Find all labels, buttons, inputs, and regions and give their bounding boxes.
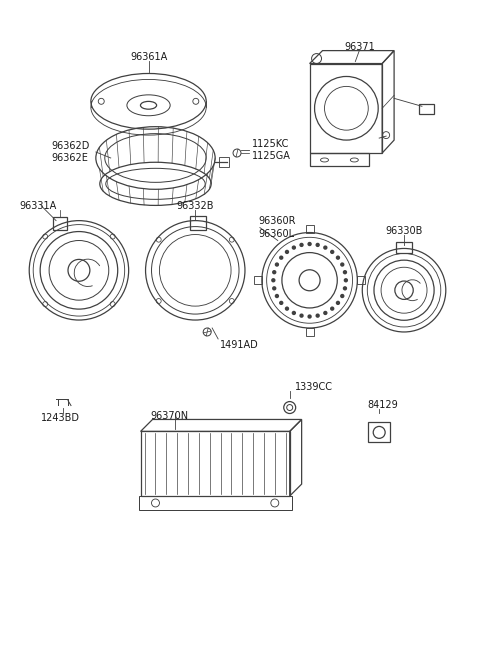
Text: 84129: 84129 — [367, 400, 398, 409]
Circle shape — [343, 286, 347, 291]
Text: 96360L: 96360L — [258, 229, 294, 238]
Circle shape — [315, 314, 320, 318]
Circle shape — [323, 246, 327, 250]
Circle shape — [275, 294, 279, 298]
Bar — [357, 276, 365, 284]
Circle shape — [279, 255, 283, 260]
Text: 96360R: 96360R — [258, 215, 295, 225]
Circle shape — [272, 270, 276, 274]
Circle shape — [292, 246, 296, 250]
Circle shape — [344, 278, 348, 282]
Circle shape — [271, 278, 276, 282]
Circle shape — [307, 242, 312, 246]
Circle shape — [272, 286, 276, 291]
Circle shape — [330, 250, 335, 254]
Text: 96371: 96371 — [344, 42, 375, 52]
Text: 1339CC: 1339CC — [295, 382, 333, 392]
Circle shape — [307, 314, 312, 319]
Text: 96370N: 96370N — [151, 411, 189, 421]
Bar — [368, 422, 390, 442]
Circle shape — [323, 310, 327, 315]
Bar — [139, 496, 292, 510]
Bar — [219, 157, 229, 167]
Circle shape — [336, 255, 340, 260]
Text: 1125GA: 1125GA — [252, 151, 291, 161]
Circle shape — [279, 301, 283, 305]
Text: 96330B: 96330B — [385, 225, 423, 236]
Text: 96331A: 96331A — [19, 200, 57, 211]
Text: 1243BD: 1243BD — [41, 413, 80, 424]
Text: 96362E: 96362E — [51, 153, 88, 163]
Circle shape — [340, 294, 345, 298]
Circle shape — [300, 243, 304, 247]
Circle shape — [275, 263, 279, 267]
Circle shape — [285, 250, 289, 254]
Bar — [254, 276, 262, 284]
Text: 1491AD: 1491AD — [220, 340, 259, 350]
Bar — [141, 432, 290, 496]
Circle shape — [300, 314, 304, 318]
Circle shape — [315, 243, 320, 247]
Bar — [306, 328, 313, 336]
Circle shape — [285, 307, 289, 311]
Circle shape — [343, 270, 347, 274]
Text: 96361A: 96361A — [130, 52, 167, 62]
Circle shape — [330, 307, 335, 311]
Circle shape — [340, 263, 345, 267]
Bar — [306, 225, 313, 233]
Bar — [53, 217, 67, 229]
Circle shape — [292, 310, 296, 315]
Bar — [190, 215, 206, 229]
Text: 96332B: 96332B — [177, 200, 214, 211]
Bar — [396, 242, 412, 253]
Circle shape — [336, 301, 340, 305]
Text: 96362D: 96362D — [51, 141, 89, 151]
Text: 1125KC: 1125KC — [252, 139, 289, 149]
